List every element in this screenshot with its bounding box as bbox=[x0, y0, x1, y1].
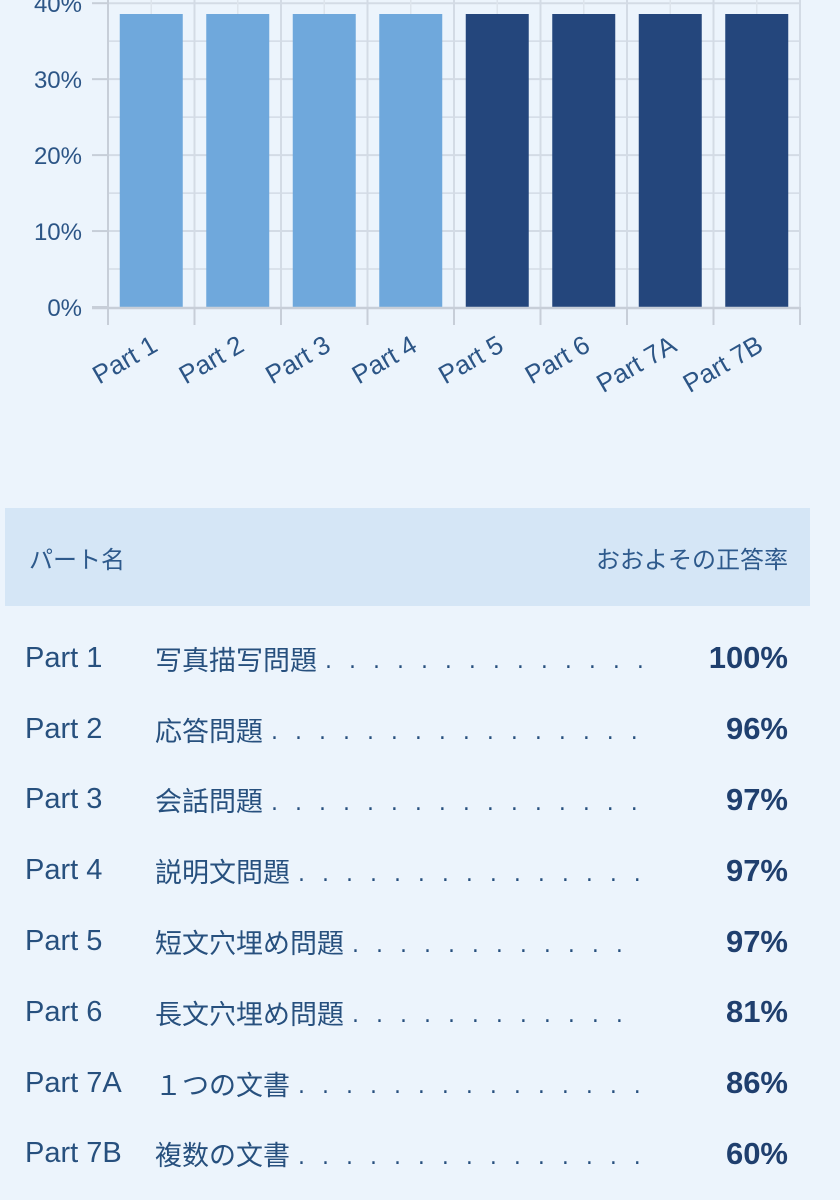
bar bbox=[119, 14, 183, 307]
dot-leader bbox=[271, 714, 642, 744]
bars bbox=[119, 14, 789, 307]
bar bbox=[379, 14, 443, 307]
bar-chart: 0%10%20%30%40%Part 1 Part 2 Part 3 Part 4 Pa… bbox=[34, 0, 801, 399]
accuracy-rate: 96% bbox=[725, 711, 788, 747]
bar bbox=[292, 14, 356, 307]
part-name: 短文穴埋め問題 bbox=[155, 929, 344, 961]
accuracy-rate: 86% bbox=[725, 1065, 788, 1101]
header-approx-accuracy: おおよその正答率 bbox=[596, 545, 788, 574]
part-id: Part 3 bbox=[25, 783, 103, 816]
accuracy-rate: 100% bbox=[708, 640, 788, 676]
table-row: Part 3 会話問題 97% bbox=[5, 765, 810, 836]
dot-leader bbox=[298, 856, 642, 886]
x-tick-label: Part 1 bbox=[87, 329, 162, 390]
table-row: Part 5 短文穴埋め問題 97% bbox=[5, 906, 810, 977]
x-tick-label: Part 4 bbox=[347, 329, 422, 390]
x-tick-label: Part 5 bbox=[433, 329, 508, 390]
part-id: Part 7B bbox=[25, 1137, 122, 1170]
y-tick-label: 30% bbox=[34, 67, 82, 94]
x-tick-label: Part 6 bbox=[520, 329, 595, 390]
axes bbox=[92, 0, 801, 325]
part-name: 写真描写問題 bbox=[155, 645, 317, 677]
x-tick-label: Part 3 bbox=[260, 329, 335, 390]
accuracy-rate: 97% bbox=[725, 923, 788, 959]
table-row: Part 7B 複数の文書 60% bbox=[5, 1119, 810, 1190]
bar bbox=[206, 14, 270, 307]
part-id: Part 6 bbox=[25, 995, 103, 1028]
dot-leader bbox=[352, 997, 642, 1027]
table-row: Part 1 写真描写問題 100% bbox=[5, 623, 810, 694]
x-tick-label: Part 2 bbox=[174, 329, 249, 390]
y-tick-label: 40% bbox=[34, 0, 82, 18]
part-name: 説明文問題 bbox=[155, 858, 290, 890]
bar bbox=[465, 14, 529, 307]
accuracy-rate: 97% bbox=[725, 781, 788, 817]
part-name: 応答問題 bbox=[155, 716, 263, 748]
dot-leader bbox=[352, 927, 642, 957]
part-id: Part 4 bbox=[25, 854, 103, 887]
dot-leader bbox=[298, 1139, 642, 1169]
dot-leader bbox=[298, 1068, 642, 1098]
bar bbox=[725, 14, 789, 307]
part-name: 長文穴埋め問題 bbox=[155, 999, 344, 1031]
part-id: Part 1 bbox=[25, 641, 103, 674]
accuracy-rate: 81% bbox=[725, 994, 788, 1030]
x-tick-label: Part 7A bbox=[591, 329, 682, 399]
table-header: パート名 おおよその正答率 bbox=[5, 508, 810, 606]
part-id: Part 2 bbox=[25, 712, 103, 745]
part-name: 会話問題 bbox=[155, 787, 263, 819]
bar bbox=[638, 14, 702, 307]
table-row: Part 6 長文穴埋め問題 81% bbox=[5, 977, 810, 1048]
accuracy-rate: 97% bbox=[725, 852, 788, 888]
dot-leader bbox=[271, 785, 642, 815]
table-row: Part 7A １つの文書 86% bbox=[5, 1048, 810, 1119]
part-name: 複数の文書 bbox=[155, 1141, 290, 1173]
y-tick-label: 0% bbox=[47, 295, 82, 322]
accuracy-rate: 60% bbox=[725, 1135, 788, 1171]
y-tick-label: 10% bbox=[34, 219, 82, 246]
table-body: Part 1 写真描写問題 100% Part 2 応答問題 96% Part … bbox=[5, 606, 810, 1189]
part-id: Part 7A bbox=[25, 1066, 122, 1099]
dot-leader bbox=[325, 643, 642, 673]
score-table: パート名 おおよその正答率 Part 1 写真描写問題 100% Part 2 … bbox=[5, 508, 810, 1189]
part-name: １つの文書 bbox=[155, 1070, 290, 1102]
x-tick-label: Part 7B bbox=[678, 329, 768, 398]
table-row: Part 4 説明文問題 97% bbox=[5, 835, 810, 906]
y-tick-label: 20% bbox=[34, 143, 82, 170]
part-id: Part 5 bbox=[25, 925, 103, 958]
header-part-name: パート名 bbox=[29, 545, 125, 574]
table-row: Part 2 応答問題 96% bbox=[5, 694, 810, 765]
bar bbox=[552, 14, 616, 307]
